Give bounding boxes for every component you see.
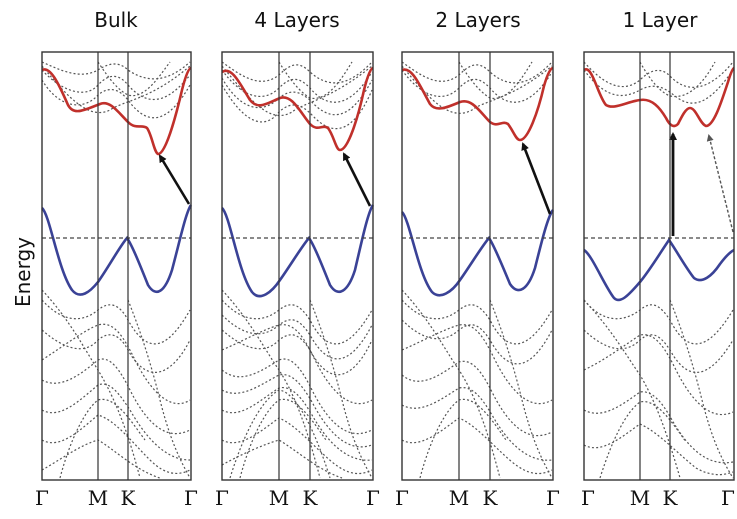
conduction-band-curve [401, 66, 554, 142]
tick-gamma-right: Γ [546, 486, 560, 510]
valence-band-curve [583, 237, 735, 302]
dotted-bands [221, 61, 373, 479]
panel-4-layers: 4 Layers Γ M [215, 8, 380, 510]
tick-gamma-left: Γ [35, 486, 49, 510]
dotted-bands [401, 61, 553, 479]
panel-frame [221, 51, 374, 481]
panel-frame [583, 51, 735, 481]
panel-2-layers: 2 Layers Γ M K Γ [395, 8, 560, 510]
panel-frame [401, 51, 554, 481]
conduction-band-curve [41, 66, 192, 156]
panel-1-layer: 1 Layer Γ M K Γ [581, 8, 735, 510]
indirect-gap-arrow [521, 142, 552, 215]
panel-title: 1 Layer [623, 8, 699, 32]
panel-frame [41, 51, 192, 481]
tick-m: M [269, 486, 289, 510]
panel-title: 4 Layers [254, 8, 339, 32]
indirect-gap-arrow [158, 154, 191, 205]
tick-m: M [630, 486, 650, 510]
tick-gamma-right: Γ [366, 486, 380, 510]
tick-k: K [121, 486, 137, 510]
valence-band-curve [220, 204, 375, 298]
tick-m: M [88, 486, 108, 510]
panel-bulk: Bulk Γ M K Γ [35, 8, 198, 510]
tick-k: K [303, 486, 319, 510]
tick-gamma-right: Γ [184, 486, 198, 510]
valence-band-curve [400, 209, 555, 297]
y-axis-label: Energy [11, 237, 35, 307]
panel-title: Bulk [94, 8, 138, 32]
indirect-gap-arrow [342, 152, 372, 207]
valence-band-curve [40, 204, 193, 296]
indirect-gap-arrow [706, 134, 734, 233]
conduction-band-curve [221, 66, 374, 152]
tick-k: K [663, 486, 679, 510]
tick-gamma-left: Γ [215, 486, 229, 510]
tick-gamma-left: Γ [581, 486, 595, 510]
tick-m: M [449, 486, 469, 510]
panel-title: 2 Layers [435, 8, 520, 32]
tick-k: K [483, 486, 499, 510]
tick-gamma-right: Γ [721, 486, 735, 510]
tick-gamma-left: Γ [395, 486, 409, 510]
conduction-band-curve [583, 66, 735, 128]
